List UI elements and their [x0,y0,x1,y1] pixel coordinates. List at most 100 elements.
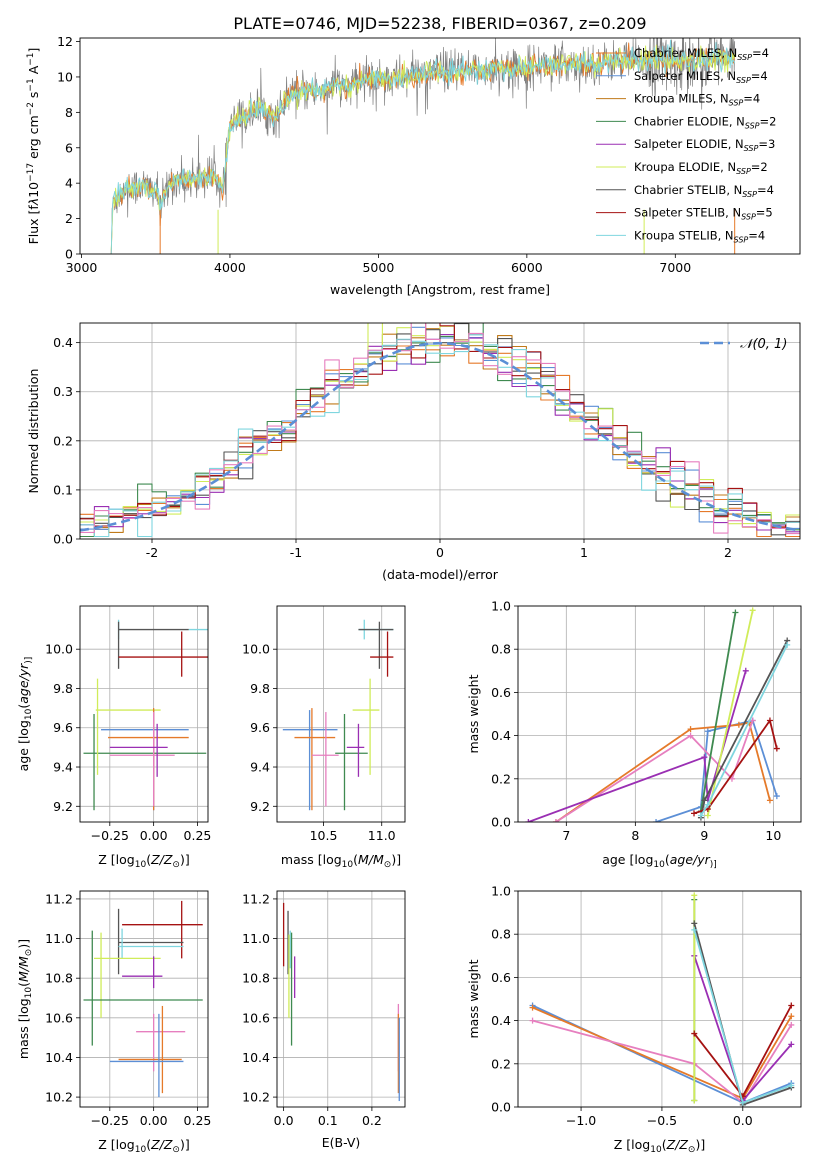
y-tick-label: 0.1 [53,482,73,497]
weight-marker [732,609,739,616]
y-axis-label: Flux [fλ10−17 erg cm−2 s−1 A−1] [26,48,41,245]
y-tick-label: 9.4 [250,760,270,775]
histogram-step [80,334,800,538]
plot-area [282,619,394,811]
histogram-step [80,323,800,528]
x-axis-label: (data-model)/error [382,567,499,582]
x-tick-label: 7000 [659,260,691,275]
x-axis-label: mass [log10(M/M⊙)] [281,852,401,870]
weight-marker [749,607,756,614]
axes-frame [517,605,802,823]
weight-marker [773,793,780,800]
plot-area [83,900,203,1098]
y-tick-label: 0.6 [491,970,511,985]
weight-marker [701,754,708,761]
weight-marker [788,1002,795,1009]
axes-frame [79,605,209,823]
y-axis-label: mass weight [466,674,481,753]
y-tick-label: 9.8 [250,681,270,696]
y-tick-label: 0.8 [491,927,511,942]
weight-marker [697,812,704,819]
weight-marker [788,1021,795,1028]
x-axis-label: E(B-V) [322,1135,361,1150]
weight-marker [704,812,711,819]
x-tick-label: 4000 [214,260,246,275]
weight-marker [773,745,780,752]
y-tick-label: 9.2 [250,799,270,814]
legend-entry: Chabrier MILES, NSSP=4 [634,46,769,62]
y-tick-label: 6 [65,140,73,155]
weight-marker [701,797,708,804]
x-tick-label: 0.00 [140,828,168,843]
y-tick-label: 10.2 [45,1090,73,1105]
y-tick-label: 9.6 [250,720,270,735]
y-tick-label: 4 [65,176,73,191]
y-tick-label: 1.0 [491,599,511,614]
weight-marker [525,819,532,822]
x-tick-label: −1.0 [566,1113,596,1128]
axes-frame [79,37,801,255]
x-tick-label: 8 [631,828,639,843]
x-tick-label: 1 [580,545,588,560]
y-tick-label: 11.2 [45,891,73,906]
y-tick-label: 0.8 [491,642,511,657]
x-axis-label: Z [log10(Z/Z⊙)] [614,1137,705,1155]
x-tick-label: 0.2 [362,1113,382,1128]
x-tick-label: 0.00 [140,1113,168,1128]
y-tick-label: 0.4 [53,335,73,350]
y-tick-label: 2 [65,211,73,226]
panel-age_vs_Z: −0.25 0.00 0.25 9.2 9.4 9.6 9.8 10.0 Z [log10(Z/… [16,605,212,870]
plot-area [80,323,800,538]
y-tick-label: 10.2 [242,1090,270,1105]
legend-entry: Salpeter ELODIE, NSSP=3 [634,137,775,153]
panel-mass_vs_Z: −0.25 0.00 0.25 10.2 10.4 10.6 10.8 11.0 11.2 Z [… [16,890,212,1155]
weight-marker [788,1041,795,1048]
weight-marker [529,1017,536,1024]
y-tick-label: 10.8 [242,971,270,986]
weight-marker [691,1030,698,1037]
legend-entry: Salpeter MILES, NSSP=4 [634,69,768,85]
x-tick-label: 6000 [511,260,543,275]
axes-frame [79,322,801,540]
y-tick-label: 0.6 [491,685,511,700]
weight-line [700,612,737,812]
x-tick-label: -2 [146,545,158,560]
weight-marker [691,926,698,933]
legend-entry: 𝒩(0, 1) [740,337,787,352]
panel-residuals: -2 -1 0 1 2 0.0 0.1 0.2 0.3 0.4 (data-model)/error… [26,322,801,582]
x-tick-label: −0.25 [91,1113,129,1128]
y-axis-label: mass weight [466,959,481,1038]
model-spectrum [110,39,736,254]
histogram-step [80,323,800,538]
y-tick-label: 10 [57,69,73,84]
y-tick-label: 9.6 [53,720,73,735]
x-tick-label: 10 [765,828,781,843]
weight-marker [739,1099,746,1106]
weight-marker [691,1097,698,1104]
x-axis-label: Z [log10(Z/Z⊙)] [98,852,189,870]
panel-mass_weight_vs_age: 7 8 9 10 0.0 0.2 0.4 0.6 0.8 1.0 mass weight age [l… [466,599,802,870]
x-tick-label: 0.25 [184,1113,212,1128]
panel-mass_weight_vs_Z: −1.0 −0.5 0.0 0.0 0.2 0.4 0.6 0.8 1.0 mass weight… [466,884,802,1155]
weight-marker [704,801,711,808]
y-tick-label: 12 [57,34,73,49]
axes-frame [517,890,802,1108]
y-tick-label: 8 [65,105,73,120]
y-tick-label: 9.2 [53,799,73,814]
weight-marker [691,892,698,899]
y-tick-label: 10.0 [45,642,73,657]
weight-marker [653,819,660,822]
y-tick-label: 0.0 [491,1100,511,1115]
x-tick-label: 5000 [362,260,394,275]
x-tick-label: 0.25 [184,828,212,843]
y-tick-label: 10.6 [242,1010,270,1025]
legend-entry: Chabrier ELODIE, NSSP=2 [634,114,776,130]
panel-mass_vs_ebv: 0.0 0.1 0.2 10.2 10.4 10.6 10.8 11.0 11.2 E(B-V) [242,890,406,1150]
x-tick-label: 0 [436,545,444,560]
axes-frame [79,890,209,1108]
x-axis-label: Z [log10(Z/Z⊙)] [98,1137,189,1155]
weight-marker [766,797,773,804]
plot-area [525,607,791,822]
x-tick-label: 9 [700,828,708,843]
figure-title: PLATE=0746, MJD=52238, FIBERID=0367, z=0… [233,14,646,33]
